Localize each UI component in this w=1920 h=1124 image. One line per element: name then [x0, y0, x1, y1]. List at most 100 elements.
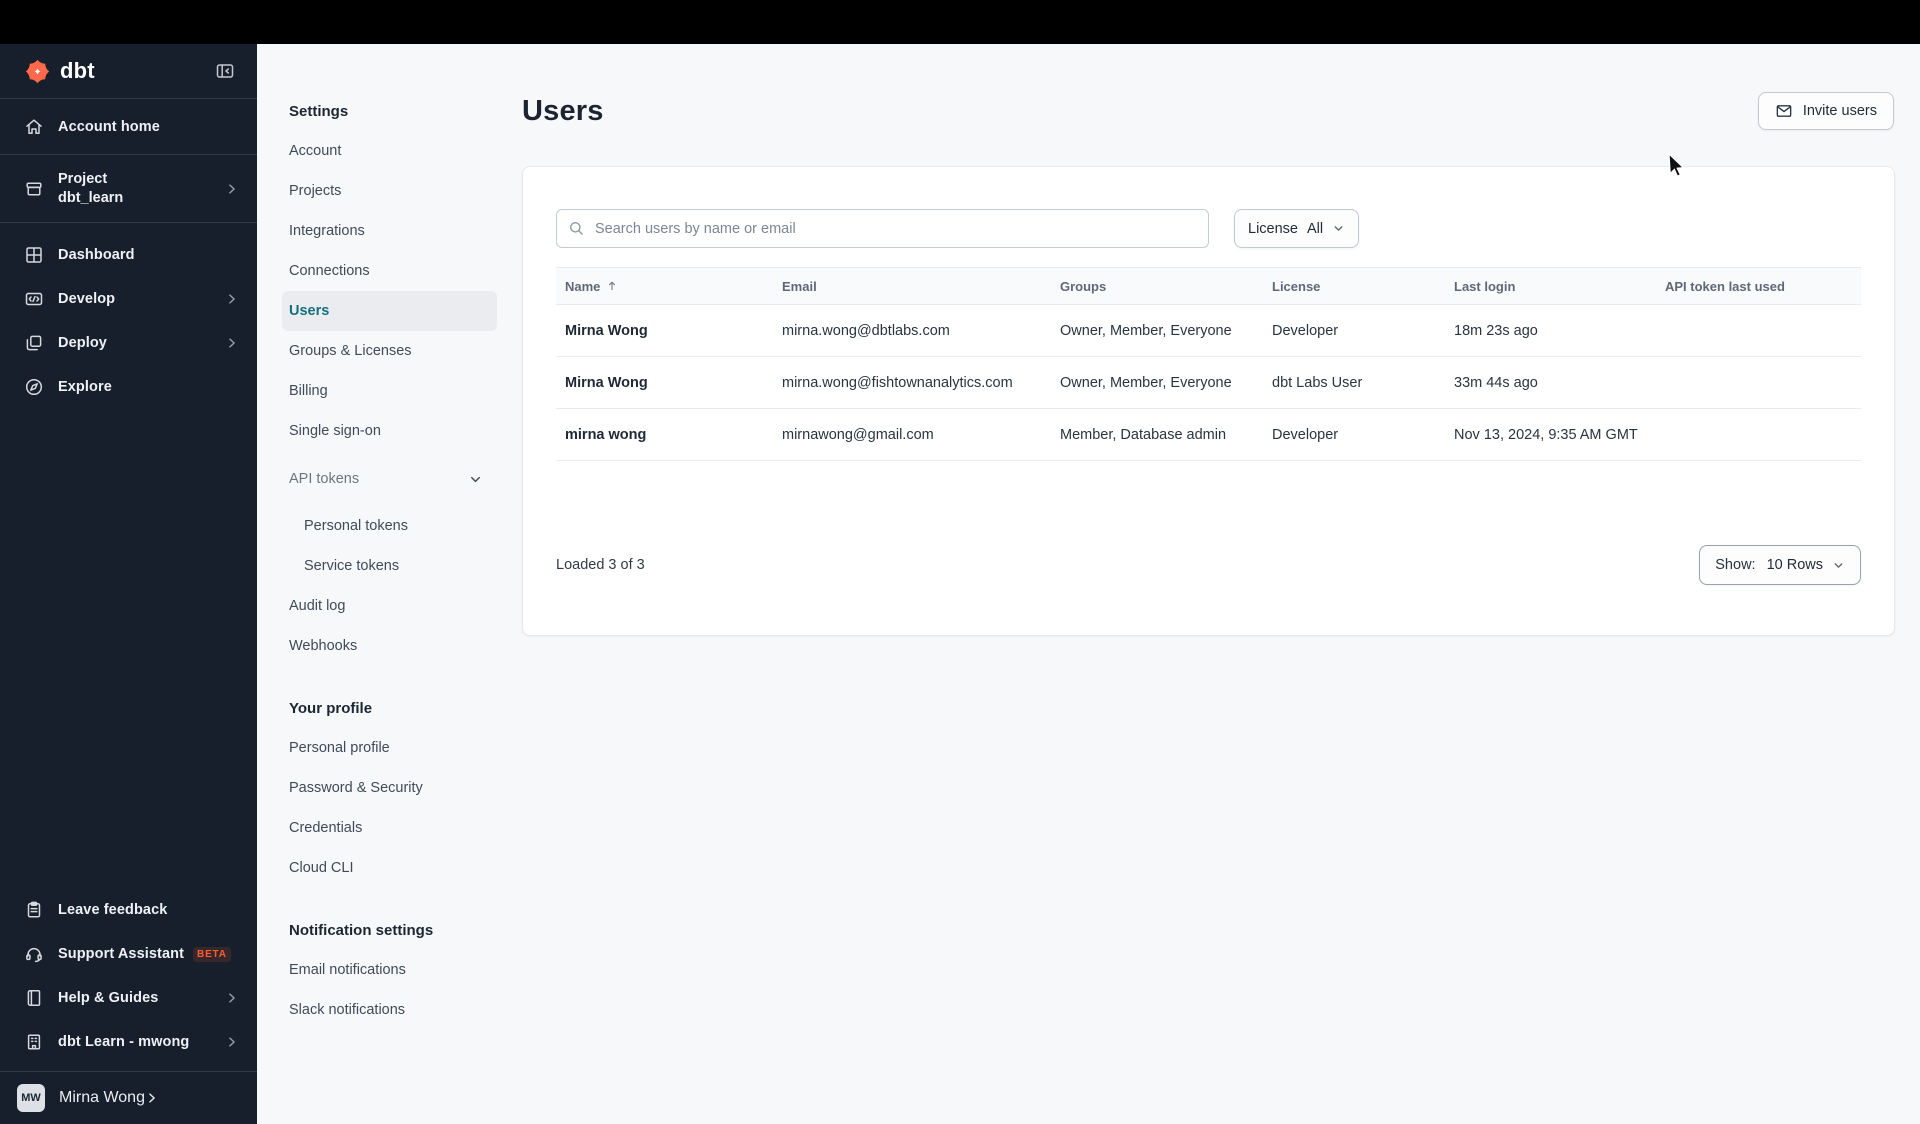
sidebar-item-explore[interactable]: Explore [0, 365, 257, 409]
sidebar-item-dbt-learn[interactable]: dbt Learn - mwong [0, 1020, 257, 1064]
sidebar-item-dashboard[interactable]: Dashboard [0, 233, 257, 277]
user-name: Mirna Wong [59, 1089, 145, 1106]
settings-nav-item-personal-profile[interactable]: Personal profile [289, 740, 390, 756]
settings-nav-item-password-security[interactable]: Password & Security [289, 780, 423, 796]
rows-per-page-dropdown[interactable]: Show: 10 Rows [1699, 545, 1861, 585]
column-label: Groups [1060, 278, 1107, 294]
cell-name: Mirna Wong [565, 322, 648, 339]
settings-nav-item-api-tokens[interactable]: API tokens [282, 459, 497, 499]
headset-icon [24, 944, 44, 964]
chevron-right-icon [225, 182, 239, 196]
divider [0, 1071, 257, 1072]
settings-nav-item-audit-log[interactable]: Audit log [289, 598, 346, 614]
settings-nav-item-single-sign-on[interactable]: Single sign-on [289, 423, 381, 439]
settings-nav-item-groups-licenses[interactable]: Groups & Licenses [289, 343, 412, 359]
settings-nav-item-cloud-cli[interactable]: Cloud CLI [289, 860, 354, 876]
cell-last-login: 18m 23s ago [1454, 322, 1538, 339]
code-editor-icon [24, 289, 44, 309]
invite-users-button[interactable]: Invite users [1757, 92, 1894, 130]
cell-name: mirna wong [565, 426, 647, 443]
project-name: dbt_learn [58, 189, 124, 206]
table-row[interactable]: mirna wong mirnawong@gmail.com Member, D… [556, 409, 1861, 461]
sidebar-item-support-assistant[interactable]: Support Assistant BETA [0, 932, 257, 976]
chevron-right-icon [145, 1091, 159, 1105]
main-content: Users Invite users [520, 44, 1920, 636]
sidebar-item-project[interactable]: Project dbt_learn [0, 155, 257, 222]
settings-nav-item-connections[interactable]: Connections [289, 263, 370, 279]
beta-badge: BETA [193, 946, 231, 962]
license-filter-dropdown[interactable]: License All [1234, 209, 1360, 248]
column-header-email[interactable]: Email [773, 279, 1051, 294]
cell-name: Mirna Wong [565, 374, 648, 391]
cell-email: mirna.wong@fishtownanalytics.com [782, 374, 1013, 391]
page-title: Users [522, 94, 604, 127]
show-value: 10 Rows [1766, 557, 1823, 573]
search-input[interactable] [556, 209, 1209, 248]
settings-nav-item-email-notifications[interactable]: Email notifications [289, 962, 406, 978]
cell-email: mirna.wong@dbtlabs.com [782, 322, 950, 339]
sidebar-item-label: Account home [58, 118, 160, 135]
sidebar-item-develop[interactable]: Develop [0, 277, 257, 321]
column-header-name[interactable]: Name [556, 279, 773, 294]
settings-heading: Settings [289, 102, 349, 120]
sidebar-item-label: Develop [58, 291, 116, 307]
chevron-down-icon [1332, 222, 1345, 235]
divider [0, 98, 257, 99]
sort-ascending-icon [606, 280, 618, 292]
cell-license: Developer [1272, 322, 1339, 339]
settings-nav-item-projects[interactable]: Projects [289, 183, 342, 199]
sidebar-user-menu[interactable]: MW Mirna Wong [0, 1072, 257, 1124]
sidebar-item-label: Leave feedback [58, 902, 168, 918]
cell-license: dbt Labs User [1272, 374, 1363, 391]
cell-last-login: 33m 44s ago [1454, 374, 1538, 391]
your-profile-heading: Your profile [289, 699, 373, 717]
page-header: Users Invite users [520, 92, 1920, 130]
table-row[interactable]: Mirna Wong mirna.wong@dbtlabs.com Owner,… [556, 305, 1861, 357]
divider [0, 222, 257, 223]
license-filter-value: All [1306, 220, 1324, 237]
column-header-groups[interactable]: Groups [1051, 279, 1263, 294]
sidebar-footer-group: Leave feedback Support Assistant BETA [0, 888, 257, 1071]
column-label: API token last used [1665, 278, 1785, 294]
sidebar-item-deploy[interactable]: Deploy [0, 321, 257, 365]
users-table: Name Email Groups License Last login API… [556, 267, 1861, 461]
logo-wordmark: dbt [60, 58, 95, 83]
sidebar-main-group: Dashboard Develop [0, 223, 257, 409]
column-label: License [1272, 278, 1321, 294]
invite-users-label: Invite users [1802, 103, 1877, 119]
project-labels: Project dbt_learn [58, 170, 123, 208]
settings-nav: Settings Account Projects Integrations C… [257, 44, 520, 1030]
column-header-license[interactable]: License [1263, 279, 1445, 294]
settings-nav-item-account[interactable]: Account [289, 143, 342, 159]
settings-nav-item-users[interactable]: Users [282, 291, 497, 331]
settings-nav-item-webhooks[interactable]: Webhooks [289, 638, 358, 654]
settings-nav-item-slack-notifications[interactable]: Slack notifications [289, 1002, 406, 1018]
license-filter-label: License [1248, 220, 1298, 237]
settings-nav-item-billing[interactable]: Billing [289, 383, 328, 399]
sidebar-item-label: Help & Guides [58, 990, 159, 1006]
column-label: Email [782, 278, 817, 294]
settings-nav-item-credentials[interactable]: Credentials [289, 820, 363, 836]
chevron-down-icon [1832, 559, 1845, 572]
avatar: MW [17, 1084, 45, 1112]
show-label: Show: [1715, 557, 1756, 573]
deploy-icon [24, 333, 44, 353]
column-header-last-login[interactable]: Last login [1445, 279, 1656, 294]
sidebar-item-leave-feedback[interactable]: Leave feedback [0, 888, 257, 932]
sidebar-item-account-home[interactable]: Account home [0, 99, 257, 154]
column-header-api-token[interactable]: API token last used [1656, 279, 1861, 294]
sidebar-item-label: Deploy [58, 335, 107, 351]
cell-groups: Member, Database admin [1060, 426, 1227, 443]
api-tokens-label: API tokens [289, 471, 360, 487]
table-footer: Loaded 3 of 3 Show: 10 Rows [556, 545, 1861, 585]
sidebar-item-help-guides[interactable]: Help & Guides [0, 976, 257, 1020]
settings-nav-item-integrations[interactable]: Integrations [289, 223, 365, 239]
sidebar-collapse-icon[interactable] [215, 61, 235, 81]
cell-last-login: Nov 13, 2024, 9:35 AM GMT [1454, 426, 1638, 443]
table-row[interactable]: Mirna Wong mirna.wong@fishtownanalytics.… [556, 357, 1861, 409]
chevron-right-icon [225, 336, 239, 350]
settings-nav-item-service-tokens[interactable]: Service tokens [304, 558, 400, 574]
envelope-icon [1775, 102, 1793, 120]
table-header-row: Name Email Groups License Last login API… [556, 267, 1861, 305]
settings-nav-item-personal-tokens[interactable]: Personal tokens [304, 518, 408, 534]
